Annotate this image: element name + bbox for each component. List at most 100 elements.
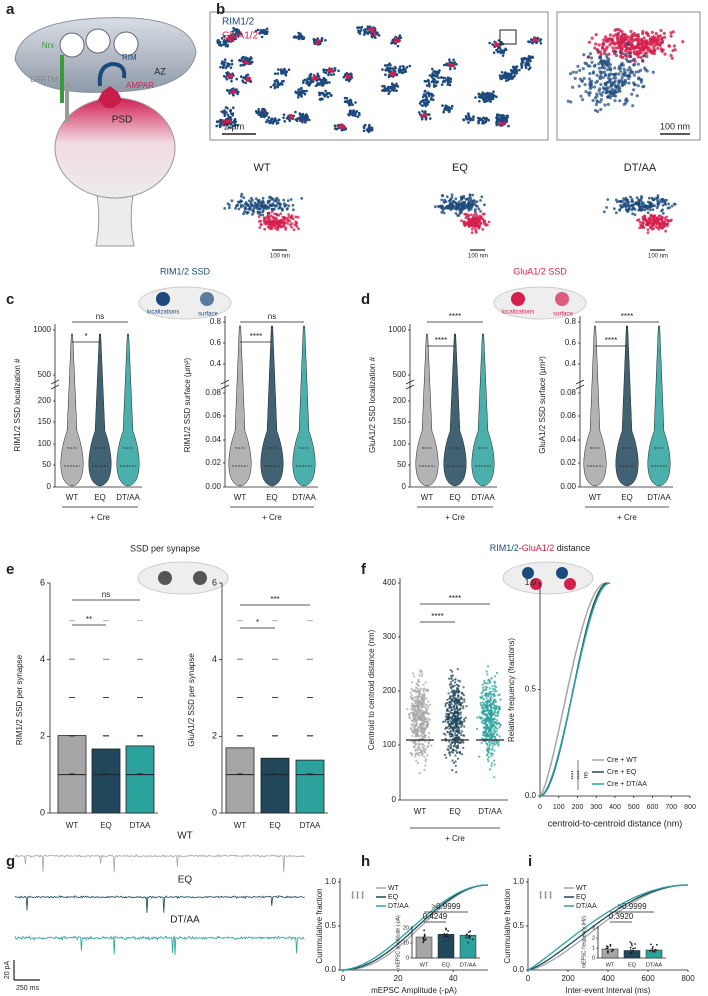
localization — [437, 70, 441, 74]
localization — [233, 123, 237, 126]
localization — [455, 203, 459, 207]
localization — [316, 74, 320, 77]
localization — [597, 66, 601, 70]
localization — [324, 80, 328, 84]
localization — [393, 73, 397, 77]
localization — [358, 30, 361, 33]
localization — [408, 715, 411, 719]
localization — [318, 98, 322, 101]
group-label: + Cre — [445, 834, 465, 843]
localization — [480, 703, 483, 706]
localization — [494, 714, 497, 717]
localization — [624, 101, 628, 105]
localization — [484, 99, 487, 103]
localization — [653, 204, 656, 208]
localization — [266, 211, 270, 215]
x-tick-label: 600 — [647, 804, 659, 811]
localization — [419, 748, 422, 751]
y-tick-label: 0.0 — [325, 965, 337, 974]
localization — [234, 32, 237, 36]
y-tick-label: 1000 — [388, 325, 406, 334]
localization — [641, 226, 645, 229]
localization — [414, 719, 417, 723]
localization — [446, 935, 449, 938]
localization — [574, 70, 579, 74]
localization — [469, 935, 471, 938]
localization — [483, 679, 486, 682]
y-tick-label: 400 — [383, 578, 397, 587]
y-tick-label: 0.5 — [325, 921, 337, 930]
localization — [237, 207, 241, 211]
localization — [670, 218, 673, 222]
localization — [258, 207, 262, 211]
localization — [421, 743, 425, 746]
localization — [638, 199, 642, 203]
localization — [232, 93, 235, 97]
localization — [426, 99, 429, 102]
localization — [431, 72, 434, 75]
localization — [467, 199, 471, 203]
localization — [632, 947, 634, 950]
localization — [411, 672, 415, 675]
localization — [278, 83, 282, 86]
localization — [471, 223, 475, 227]
localization — [590, 36, 594, 40]
localization — [528, 58, 531, 61]
localization — [665, 215, 668, 219]
localization — [331, 69, 334, 73]
localization — [496, 719, 499, 722]
localization — [454, 732, 457, 735]
localization — [342, 128, 346, 131]
localization — [652, 946, 654, 948]
localization — [492, 759, 496, 762]
x-tick-label: 800 — [681, 974, 695, 983]
localization — [368, 123, 371, 127]
localization — [416, 762, 419, 765]
y-tick-label: 0 — [40, 807, 45, 817]
localization — [610, 950, 613, 953]
localization — [445, 108, 448, 111]
localization — [664, 203, 668, 206]
localization — [628, 71, 632, 75]
localization — [219, 65, 222, 69]
localization — [481, 706, 484, 709]
localization — [322, 70, 326, 74]
localization — [531, 55, 534, 59]
localization — [525, 60, 529, 63]
condition-label: DT/AA — [624, 162, 657, 174]
localization — [609, 68, 613, 72]
schematic — [502, 561, 594, 595]
localization — [491, 732, 494, 735]
x-tick-label: WT — [66, 493, 79, 502]
localization — [453, 710, 456, 713]
localization — [493, 741, 496, 744]
localization — [301, 120, 304, 124]
localization — [424, 110, 427, 113]
localization — [259, 223, 263, 226]
localization — [387, 69, 391, 72]
localization — [480, 692, 483, 695]
localization — [487, 715, 490, 719]
localization — [444, 704, 447, 708]
localization — [282, 221, 285, 225]
localization — [321, 97, 324, 101]
localization — [458, 726, 461, 729]
localization — [632, 949, 634, 952]
localization — [593, 63, 597, 67]
localization — [374, 36, 377, 39]
localization — [493, 743, 496, 746]
localization — [303, 78, 307, 82]
localization — [263, 29, 267, 32]
localization — [480, 93, 484, 97]
localization — [434, 80, 438, 83]
localization — [426, 703, 429, 707]
label: 250 ms — [16, 985, 39, 992]
localization — [297, 88, 300, 91]
localization — [631, 58, 635, 62]
localization — [304, 119, 308, 122]
localization — [625, 47, 629, 51]
localization — [274, 119, 278, 122]
localization — [573, 76, 577, 80]
y-tick-label: 6 — [212, 577, 217, 587]
localization — [434, 70, 438, 74]
